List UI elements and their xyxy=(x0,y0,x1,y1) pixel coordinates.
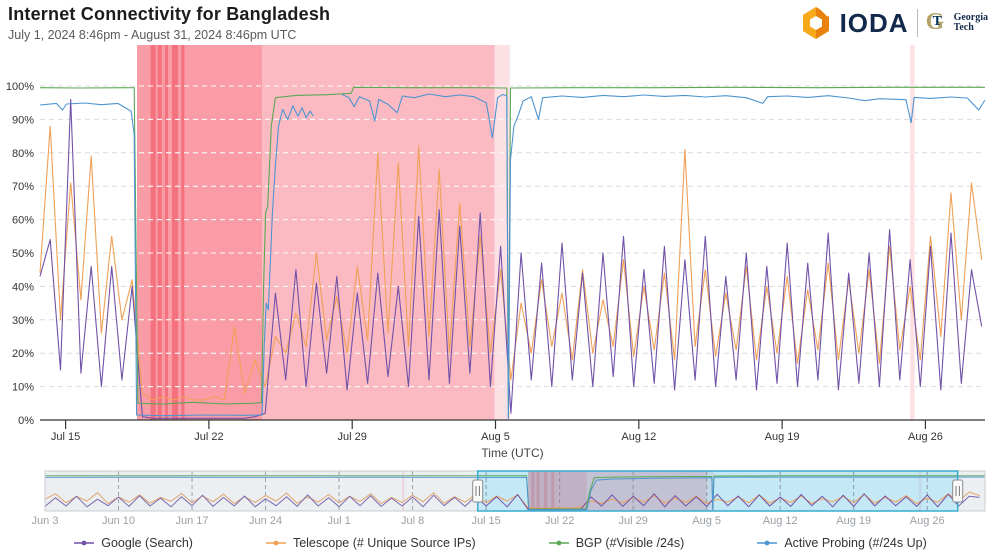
y-tick-label: 50% xyxy=(12,248,34,260)
brush-tick-label: Aug 26 xyxy=(910,515,945,527)
x-axis-title: Time (UTC) xyxy=(481,446,543,460)
x-tick-label: Jul 29 xyxy=(338,431,367,443)
y-tick-label: 20% xyxy=(12,348,34,360)
y-tick-label: 40% xyxy=(12,281,34,293)
x-tick-label: Aug 12 xyxy=(621,431,656,443)
legend-item-google[interactable]: Google (Search) xyxy=(73,536,193,550)
x-tick-label: Jul 15 xyxy=(51,431,80,443)
brush-tick-label: Jun 24 xyxy=(249,515,282,527)
x-tick-label: Jul 22 xyxy=(194,431,223,443)
event-region-stripe xyxy=(172,45,179,420)
series-line-telescope xyxy=(39,125,983,401)
brush-tick-label: Jun 10 xyxy=(102,515,135,527)
event-region-stripe xyxy=(531,471,535,511)
event-region-stripe xyxy=(536,471,540,511)
brush-tick-label: Aug 5 xyxy=(692,515,721,527)
x-tick-label: Aug 19 xyxy=(765,431,800,443)
brush-tick-label: Jul 29 xyxy=(618,515,647,527)
event-region-stripe xyxy=(543,471,548,511)
event-region-stripe xyxy=(181,45,185,420)
header: Internet Connectivity for Bangladesh Jul… xyxy=(8,4,330,42)
y-tick-label: 90% xyxy=(12,114,34,126)
x-tick-label: Aug 26 xyxy=(908,431,943,443)
bgp-series-marker-icon xyxy=(548,540,569,546)
series-line-google xyxy=(44,493,980,511)
google-series-marker-icon xyxy=(74,540,95,546)
legend-item-active-probing[interactable]: Active Probing (#/24s Up) xyxy=(756,536,927,550)
date-range-subtitle: July 1, 2024 8:46pm - August 31, 2024 8:… xyxy=(8,28,297,42)
legend-item-bgp[interactable]: BGP (#Visible /24s) xyxy=(548,536,684,550)
event-region-faint xyxy=(918,471,922,511)
event-region-faint xyxy=(706,471,715,511)
event-region-faint xyxy=(402,471,405,511)
y-tick-label: 70% xyxy=(12,181,34,193)
chart-legend: Google (Search) Telescope (# Unique Sour… xyxy=(0,536,1000,550)
series-line-probing xyxy=(39,93,986,419)
page-title: Internet Connectivity for Bangladesh xyxy=(8,4,331,24)
event-region-stripe xyxy=(150,45,156,420)
brush-unselected-left[interactable] xyxy=(45,471,478,511)
connectivity-charts[interactable]: Jul 15 Jul 22 Jul 29 Aug 5 Aug 12 Aug 19 Aug 2… xyxy=(0,0,1000,532)
brush-tick-label: Aug 19 xyxy=(836,515,871,527)
brush-tick-label: Jul 22 xyxy=(545,515,574,527)
y-tick-label: 60% xyxy=(12,215,34,227)
brush-navigator-chart[interactable]: Jun 3 Jun 10 Jun 17 Jun 24 Jul 1 Jul 8 Jul 15 J… xyxy=(32,470,986,527)
brush-handle-right[interactable] xyxy=(952,479,964,503)
telescope-series-marker-icon xyxy=(265,540,286,546)
y-tick-label: 80% xyxy=(12,148,34,160)
logo-group: IODA G T Georgia Tech xyxy=(800,6,988,40)
ioda-hexagon-logo-icon xyxy=(802,7,829,39)
logo-divider xyxy=(916,9,918,37)
event-region-dark xyxy=(137,45,263,420)
series-line-probing xyxy=(44,476,985,511)
event-region-stripe xyxy=(551,471,555,511)
series-line-google xyxy=(39,98,983,419)
brush-tick-label: Aug 12 xyxy=(763,515,798,527)
main-connectivity-chart[interactable]: Jul 15 Jul 22 Jul 29 Aug 5 Aug 12 Aug 19 Aug 2… xyxy=(6,45,986,460)
y-tick-label: 30% xyxy=(12,315,34,327)
event-region-faint xyxy=(910,45,915,420)
brush-handle-left[interactable] xyxy=(472,479,484,503)
brush-tick-label: Jul 1 xyxy=(327,515,350,527)
gt-mark-icon: G T xyxy=(925,9,945,35)
brush-tick-label: Jul 15 xyxy=(471,515,500,527)
georgia-tech-text: Georgia Tech xyxy=(953,12,988,33)
brush-tick-label: Jul 8 xyxy=(401,515,424,527)
y-tick-label: 0% xyxy=(18,415,34,427)
ioda-wordmark: IODA xyxy=(839,7,909,38)
brush-tick-label: Jun 17 xyxy=(176,515,209,527)
legend-item-telescope[interactable]: Telescope (# Unique Source IPs) xyxy=(265,536,476,550)
event-region-stripe xyxy=(164,45,168,420)
event-region-stripe xyxy=(157,45,162,420)
y-tick-label: 10% xyxy=(12,382,34,394)
series-line-bgp xyxy=(39,86,985,419)
georgia-tech-logo: G T Georgia Tech xyxy=(925,9,988,35)
event-region-light xyxy=(262,45,495,420)
x-tick-label: Aug 5 xyxy=(481,431,510,443)
y-tick-label: 100% xyxy=(6,81,34,93)
brush-tick-label: Jun 3 xyxy=(32,515,59,527)
active-probing-series-marker-icon xyxy=(757,540,778,546)
